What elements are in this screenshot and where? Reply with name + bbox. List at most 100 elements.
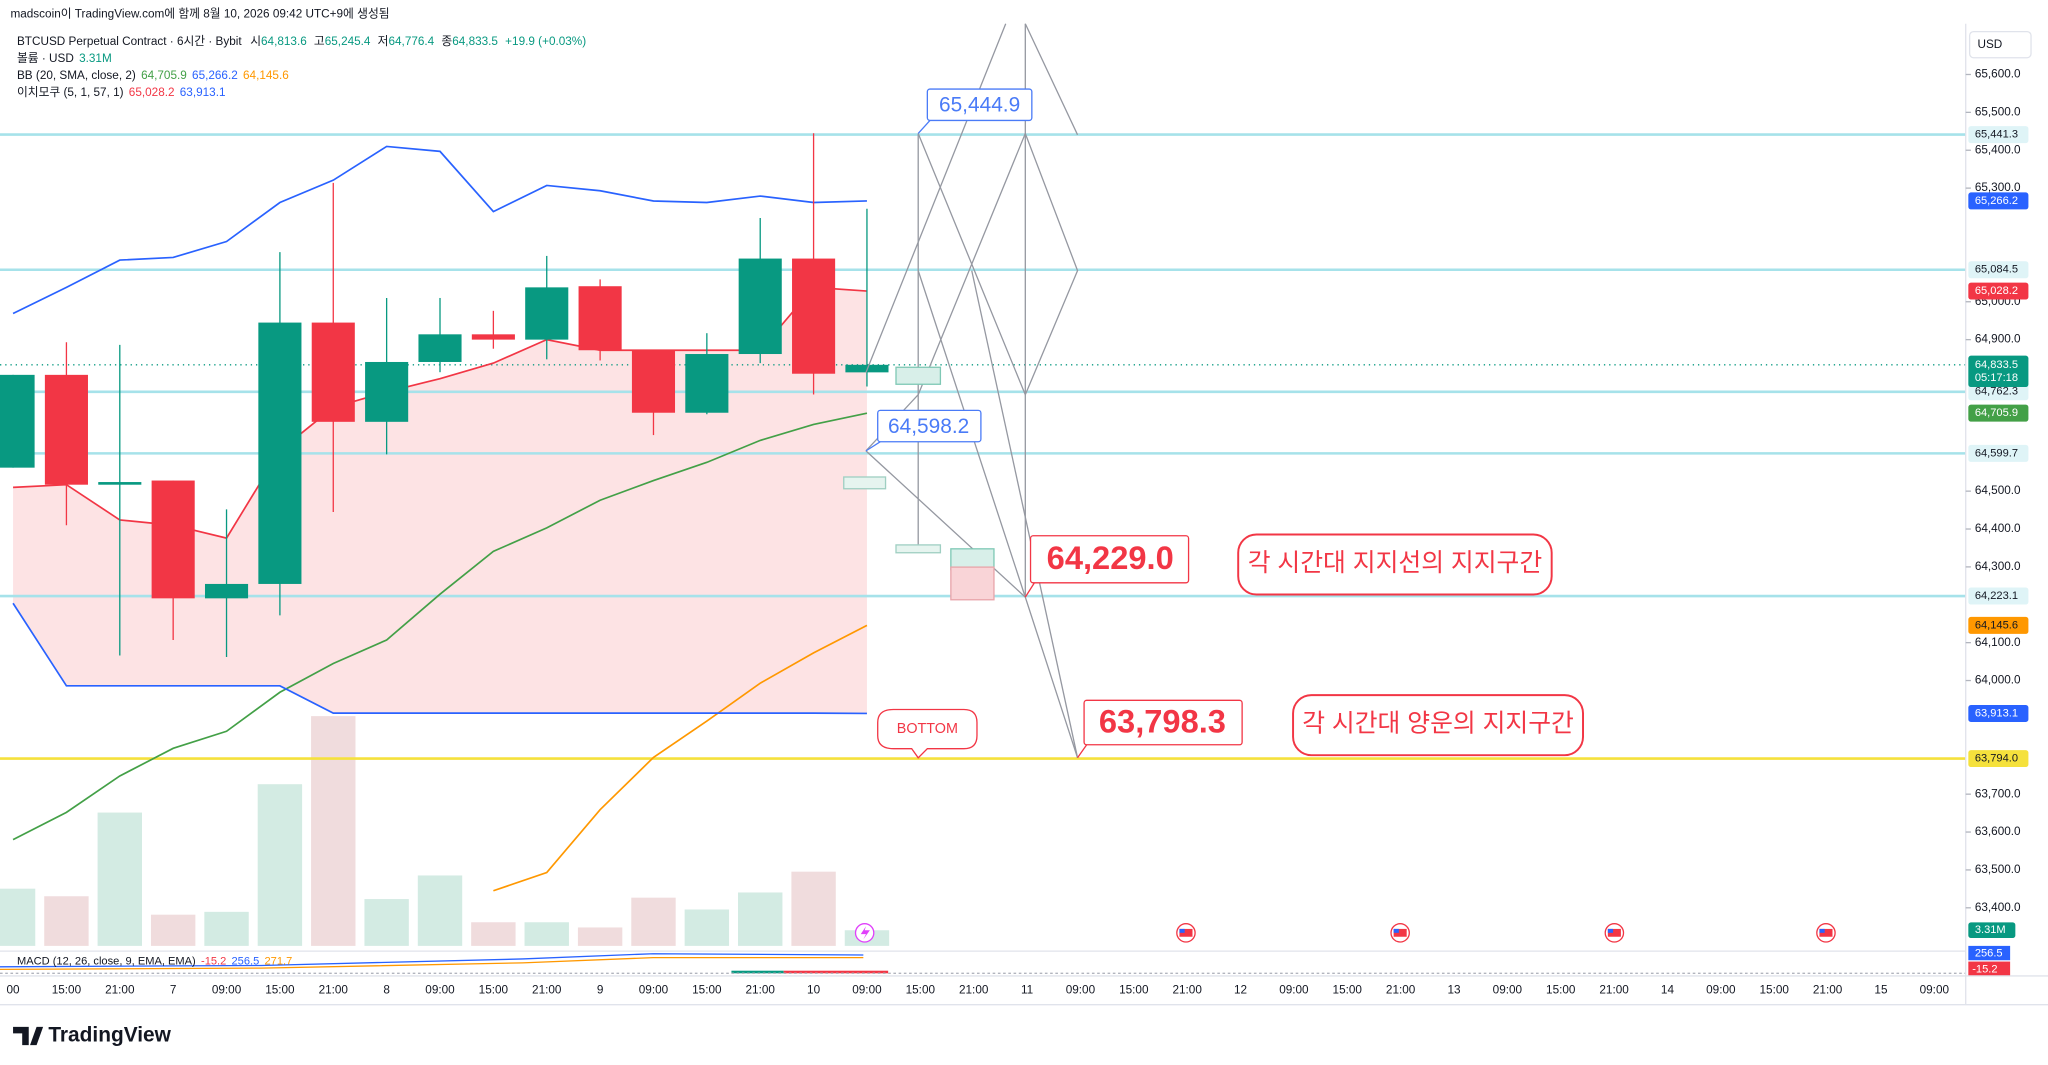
volume-bar bbox=[0, 888, 36, 946]
callout-box bbox=[926, 88, 1033, 122]
x-tick-label: 15:00 bbox=[1333, 983, 1363, 996]
x-tick-label: 21:00 bbox=[959, 983, 989, 996]
candle-body bbox=[631, 350, 676, 413]
x-tick-label: 09:00 bbox=[1066, 983, 1096, 996]
y-tick-label: 63,700.0 bbox=[1975, 787, 2021, 800]
current-price-badge bbox=[1968, 355, 2029, 388]
macd-histogram bbox=[783, 970, 889, 974]
x-tick-label: 11 bbox=[1021, 983, 1033, 996]
ghost-candle bbox=[895, 544, 942, 554]
economic-event[interactable] bbox=[1390, 923, 1410, 943]
x-tick-label: 10 bbox=[807, 983, 821, 996]
y-tick-label: 65,600.0 bbox=[1975, 68, 2021, 81]
economic-event[interactable] bbox=[1816, 923, 1836, 943]
candle-body bbox=[738, 258, 782, 355]
legend-value: 256.5 bbox=[232, 955, 260, 967]
note-text: BOTTOM bbox=[897, 721, 958, 737]
volume-badge bbox=[1968, 922, 2016, 939]
series-badge bbox=[1968, 404, 2029, 422]
volume-bar bbox=[524, 922, 569, 946]
x-tick-label: 21:00 bbox=[746, 983, 776, 996]
x-tick-label: 09:00 bbox=[852, 983, 882, 996]
legend-label: BB (20, SMA, close, 2) bbox=[17, 69, 136, 82]
countdown-text: 05:17:18 bbox=[1975, 372, 2018, 384]
x-tick-label: 21:00 bbox=[319, 983, 349, 996]
economic-event[interactable] bbox=[1604, 923, 1625, 943]
y-tick-label: 65,300.0 bbox=[1975, 181, 2021, 194]
note-bubble bbox=[877, 708, 978, 759]
price-badge bbox=[1968, 126, 2029, 144]
x-tick-label: 00 bbox=[7, 983, 21, 996]
event-glyph bbox=[860, 926, 870, 940]
projection-line bbox=[1024, 23, 1079, 136]
legend-value: 65,266.2 bbox=[192, 69, 238, 82]
note-bubble bbox=[1292, 694, 1584, 757]
x-tick-label: 12 bbox=[1234, 983, 1247, 996]
candle-body bbox=[98, 482, 142, 485]
note-text: 각 시간대 양운의 지지구간 bbox=[1302, 710, 1574, 738]
legend-value: 3.31M bbox=[79, 52, 112, 65]
x-tick-label: 9 bbox=[597, 983, 604, 996]
volume-bar bbox=[471, 922, 516, 946]
callout-text: 63,798.3 bbox=[1099, 702, 1226, 739]
current-price-text: 64,833.5 bbox=[1975, 359, 2018, 371]
price-badge-text: 64,762.3 bbox=[1975, 386, 2018, 398]
ghost-candle bbox=[895, 366, 942, 385]
callouts: 65,444.9 64,598.2 64,229.0 63,798.3 각 시간… bbox=[865, 88, 1584, 759]
volume-bar bbox=[631, 897, 676, 946]
volume-bar bbox=[364, 899, 409, 946]
legend-value: 65,028.2 bbox=[129, 86, 175, 99]
ohlc-value: 64,776.4 bbox=[388, 35, 434, 48]
x-tick-label: 7 bbox=[170, 983, 177, 996]
candle-body bbox=[685, 354, 729, 413]
macd-badge bbox=[1968, 945, 2011, 961]
ohlc-value: 64,813.6 bbox=[261, 35, 307, 48]
x-tick-label: 21:00 bbox=[1813, 983, 1843, 996]
callout-pointer bbox=[1024, 582, 1035, 598]
price-badge bbox=[1968, 383, 2029, 401]
price-badge-text: 65,441.3 bbox=[1975, 129, 2018, 141]
volume-bar bbox=[684, 909, 730, 946]
candle-body bbox=[44, 374, 88, 485]
callout-text: 65,444.9 bbox=[939, 94, 1020, 117]
macd-legend: MACD (12, 26, close, 9, EMA, EMA) -15.2 25… bbox=[17, 955, 292, 967]
brand[interactable]: TradingView bbox=[48, 1024, 171, 1047]
indicator-line bbox=[493, 624, 868, 892]
volume-bar bbox=[417, 875, 463, 946]
ohlc-label: 저 bbox=[378, 35, 389, 48]
x-tick-label: 15:00 bbox=[1546, 983, 1576, 996]
x-tick-label: 15:00 bbox=[479, 983, 509, 996]
indicator-line bbox=[12, 145, 867, 315]
volume-legend: 볼륨 · USD 3.31M bbox=[17, 52, 112, 65]
price-badge bbox=[1968, 750, 2029, 768]
volume-bar bbox=[44, 896, 89, 946]
brand-logo bbox=[13, 1026, 44, 1046]
callout-box bbox=[1029, 535, 1190, 584]
economic-event[interactable] bbox=[1176, 923, 1196, 943]
x-tick-label: 15:00 bbox=[1119, 983, 1149, 996]
candle-body bbox=[792, 258, 836, 374]
ichimoku-legend: 이치모쿠 (5, 1, 57, 1) 65,028.2 63,913.1 bbox=[17, 86, 226, 99]
credit: madscoin이 TradingView.com에 함께 8월 10, 202… bbox=[10, 8, 389, 21]
series-badge bbox=[1968, 282, 2029, 300]
x-tick-label: 09:00 bbox=[1920, 983, 1950, 996]
legend-value: -15.2 bbox=[201, 955, 226, 967]
x-tick-label: 21:00 bbox=[532, 983, 562, 996]
price-badge bbox=[1968, 587, 2029, 605]
currency-button[interactable] bbox=[1968, 30, 2032, 59]
x-tick-label: 15:00 bbox=[692, 983, 722, 996]
candle-body bbox=[204, 583, 249, 599]
price-badge-text: 63,794.0 bbox=[1975, 752, 2018, 764]
x-tick-label: 09:00 bbox=[1279, 983, 1309, 996]
legend-label: 이치모쿠 (5, 1, 57, 1) bbox=[17, 86, 124, 99]
legend-label: 볼륨 · USD bbox=[17, 52, 74, 65]
volume-bar bbox=[257, 784, 303, 946]
ghost-candle bbox=[950, 566, 995, 601]
y-tick-label: 63,400.0 bbox=[1975, 901, 2021, 914]
price-badge-text: 65,084.5 bbox=[1975, 264, 2018, 276]
candle-body bbox=[151, 480, 195, 599]
y-tick-label: 64,000.0 bbox=[1975, 674, 2021, 687]
legend-value: 64,705.9 bbox=[141, 69, 187, 82]
y-tick-label: 64,300.0 bbox=[1975, 560, 2021, 573]
x-tick-label: 15:00 bbox=[1760, 983, 1790, 996]
